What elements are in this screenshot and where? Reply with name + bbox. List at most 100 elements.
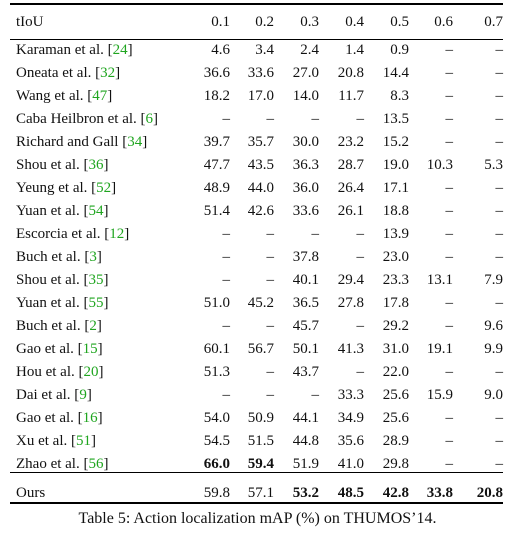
method-author: Yuan et al. [ [16,203,89,219]
method-name-cell: Yeung et al. [52] [10,177,182,200]
method-author: Yeung et al. [ [16,180,97,196]
value-cell: – [266,364,275,380]
method-author: Oneata et al. [ [16,65,101,81]
results-table: tIoU 0.1 0.2 0.3 0.4 0.5 0.6 0.7 Karaman… [10,5,503,507]
value-cell: 14.0 [292,88,319,104]
citation-close-bracket: ] [153,111,159,127]
method-author: Karaman et al. [ [16,42,113,58]
value-cell: – [495,134,504,150]
citation-link[interactable]: 55 [88,295,104,311]
value-cell: 51.5 [247,433,274,449]
citation-link[interactable]: 15 [82,341,98,357]
table-row: Hou et al. [20] 51.3 – 43.7 – 22.0 – – [10,361,503,384]
value-cell: 27.0 [292,65,319,81]
value-cell: – [495,456,504,472]
table-row: Buch et al. [2] – – 45.7 – 29.2 – 9.6 [10,315,503,338]
value-cell: 44.8 [292,433,319,449]
table-row: Yeung et al. [52] 48.9 44.0 36.0 26.4 17.1 – – [10,177,503,200]
citation-close-bracket: ] [86,387,92,403]
value-cell: – [311,387,320,403]
method-author: Zhao et al. [ [16,456,89,472]
citation-link[interactable]: 6 [145,111,154,127]
citation-link[interactable]: 16 [82,410,98,426]
value-cell: 51.3 [203,364,230,380]
citation-link[interactable]: 12 [109,226,125,242]
method-name-cell: Xu et al. [51] [10,430,182,453]
value-cell: 25.6 [382,410,409,426]
citation-link[interactable]: 34 [127,134,143,150]
citation-link[interactable]: 52 [96,180,112,196]
value-cell: 51.0 [203,295,230,311]
value-cell: 15.2 [382,134,409,150]
value-cell: – [445,318,454,334]
citation-link[interactable]: 2 [89,318,97,334]
value-cell: – [222,318,231,334]
value-cell: 66.0 [203,456,230,472]
value-cell: 39.7 [203,134,230,150]
value-cell: – [266,249,275,265]
table-row: Escorcia et al. [12] – – – – 13.9 – – [10,223,503,246]
header-cell-0-7: 0.7 [484,14,503,30]
value-cell: 41.3 [337,341,364,357]
method-author: Gao et al. [ [16,341,83,357]
method-author: Dai et al. [ [16,387,80,403]
table-row: Oneata et al. [32] 36.6 33.6 27.0 20.8 14.4 – – [10,62,503,85]
citation-link[interactable]: 35 [88,272,104,288]
value-cell: 3.4 [255,42,274,58]
method-name-cell: Escorcia et al. [12] [10,223,182,246]
citation-close-bracket: ] [96,249,102,265]
value-cell: 50.9 [247,410,274,426]
citation-close-bracket: ] [98,364,104,380]
value-cell: 19.0 [382,157,409,173]
table-row: Wang et al. [47] 18.2 17.0 14.0 11.7 8.3 – – [10,85,503,108]
value-cell: 2.4 [300,42,319,58]
citation-link[interactable]: 51 [75,433,91,449]
citation-link[interactable]: 54 [88,203,104,219]
value-cell: – [266,387,275,403]
value-cell: 13.5 [382,111,409,127]
value-cell: 37.8 [292,249,319,265]
citation-link[interactable]: 20 [83,364,99,380]
value-cell: 13.1 [426,272,453,288]
method-author: Shou et al. [ [16,272,89,288]
method-author: Buch et al. [ [16,318,90,334]
method-name-cell: Ours [16,485,46,501]
header-rule [10,39,503,40]
value-cell: 33.6 [292,203,319,219]
citation-close-bracket: ] [103,157,109,173]
method-author: Gao et al. [ [16,410,83,426]
value-cell: 45.2 [247,295,274,311]
value-cell: – [311,111,320,127]
value-cell: – [495,203,504,219]
citation-link[interactable]: 36 [88,157,104,173]
method-name-cell: Wang et al. [47] [10,85,182,108]
citation-link[interactable]: 32 [100,65,116,81]
citation-link[interactable]: 3 [89,249,97,265]
citation-link[interactable]: 9 [79,387,87,403]
value-cell: 17.0 [247,88,274,104]
value-cell: – [495,42,504,58]
method-author: Caba Heilbron et al. [ [16,111,146,127]
value-cell: 60.1 [203,341,230,357]
value-cell: – [495,364,504,380]
value-cell: 33.6 [247,65,274,81]
value-cell: – [266,226,275,242]
value-cell: – [356,111,365,127]
value-cell: – [445,65,454,81]
separator-rule [10,472,503,473]
value-cell: 44.0 [247,180,274,196]
table-row: Yuan et al. [55] 51.0 45.2 36.5 27.8 17.8 – – [10,292,503,315]
citation-link[interactable]: 47 [92,88,108,104]
table-body: Karaman et al. [24] 4.6 3.4 2.4 1.4 0.9– – Onea… [10,39,503,507]
value-cell: 20.8 [337,65,364,81]
citation-close-bracket: ] [127,42,133,58]
citation-link[interactable]: 56 [88,456,104,472]
method-name-cell: Hou et al. [20] [10,361,182,384]
value-cell: 10.3 [426,157,453,173]
citation-link[interactable]: 24 [112,42,128,58]
value-cell: 50.1 [292,341,319,357]
method-name-cell: Yuan et al. [55] [10,292,182,315]
value-cell: 23.3 [382,272,409,288]
value-cell: – [495,249,504,265]
method-name-cell: Buch et al. [2] [10,315,182,338]
